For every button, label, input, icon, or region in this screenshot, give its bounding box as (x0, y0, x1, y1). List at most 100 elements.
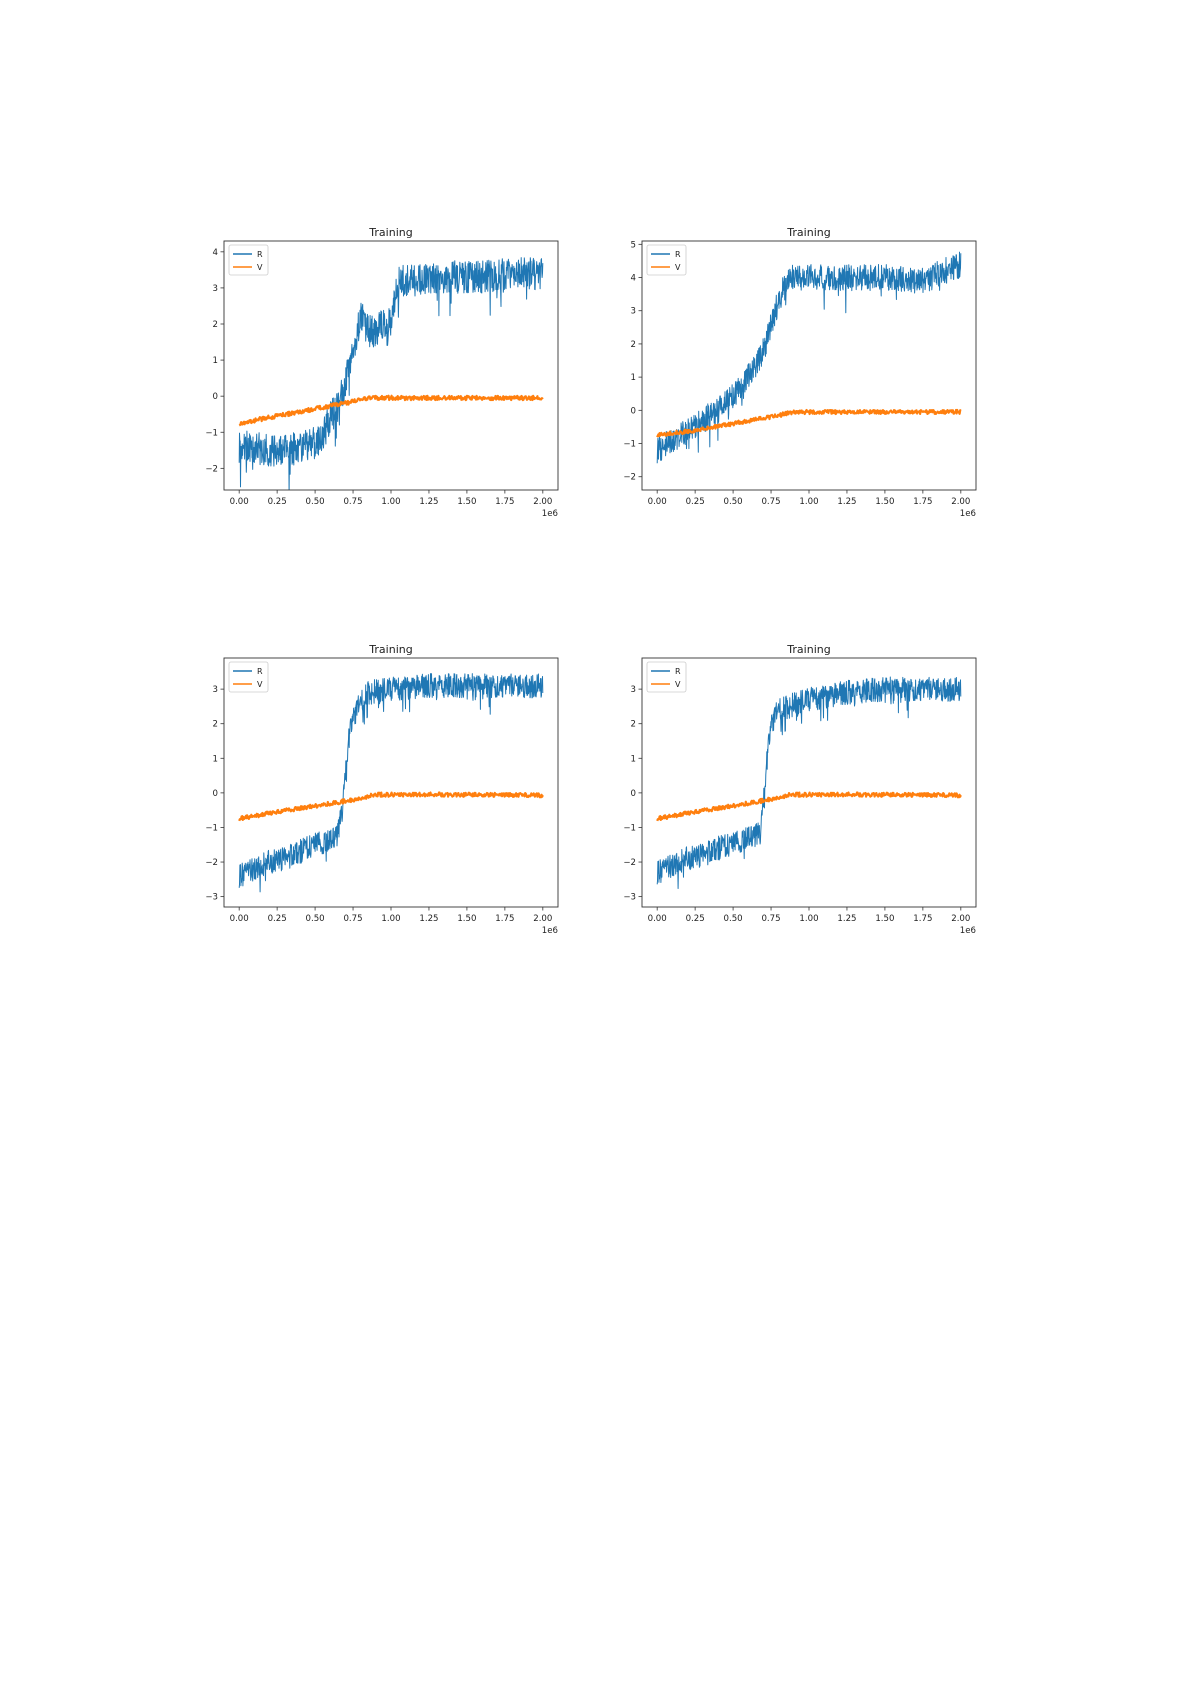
x-tick-label: 0.00 (230, 497, 249, 507)
chart-bottom-right: Training 0.00 0.25 0.50 0.75 1.00 1.25 1.50 1.75… (606, 617, 986, 937)
y-tick-label: 2 (213, 720, 218, 730)
x-offset-label: 1e6 (960, 509, 976, 519)
y-tick-label: 1 (213, 356, 218, 366)
x-tick-label: 0.00 (648, 914, 667, 924)
x-tick-label: 0.75 (761, 914, 780, 924)
chart-top-right: Training 0.00 0.25 0.50 0.75 1.00 1.25 1.50 1.75… (606, 200, 986, 520)
x-tick-label: 1.75 (495, 914, 514, 924)
plot-area (656, 676, 962, 889)
x-tick-label: 1.00 (381, 914, 400, 924)
series-V-line (656, 408, 962, 438)
y-tick-label: −2 (205, 464, 218, 474)
x-tick-label: 0.75 (343, 914, 362, 924)
legend-label: V (675, 263, 681, 272)
chart-svg: Training 0.00 0.25 0.50 0.75 1.00 1.25 1.50 1.75… (205, 643, 559, 936)
y-tick-label: 3 (631, 307, 636, 317)
x-tick-label: 1.25 (837, 497, 856, 507)
y-tick-label: 3 (213, 685, 218, 695)
x-tick-label: 1.75 (495, 497, 514, 507)
x-tick-label: 1.50 (875, 914, 894, 924)
y-tick-label: 0 (631, 789, 636, 799)
x-tick-label: 1.50 (457, 914, 476, 924)
series-V-line (238, 394, 544, 427)
y-tick-label: 0 (631, 406, 636, 416)
y-tick-label: 0 (213, 392, 218, 402)
y-tick-label: 2 (631, 340, 636, 350)
legend-label: V (675, 680, 681, 689)
y-tick-label: −3 (205, 893, 218, 903)
y-tick-label: −1 (205, 823, 218, 833)
chart-bottom-left: Training 0.00 0.25 0.50 0.75 1.00 1.25 1.50 1.75… (188, 617, 568, 937)
x-tick-label: 1.25 (419, 497, 438, 507)
plot-area (238, 257, 544, 490)
x-tick-label: 0.50 (306, 914, 325, 924)
y-tick-label: 1 (631, 373, 636, 383)
x-tick-label: 1.75 (913, 914, 932, 924)
legend-label: V (257, 263, 263, 272)
y-tick-label: 3 (213, 284, 218, 294)
x-tick-label: 0.50 (306, 497, 325, 507)
y-tick-label: −1 (205, 428, 218, 438)
series-R-line (238, 673, 544, 893)
series-R-line (238, 257, 544, 490)
plot-area (238, 673, 544, 893)
x-tick-label: 1.25 (837, 914, 856, 924)
legend-label: R (257, 250, 263, 259)
x-offset-label: 1e6 (542, 926, 558, 936)
x-tick-label: 0.00 (230, 914, 249, 924)
chart-title: Training (368, 226, 412, 239)
x-tick-label: 0.50 (724, 497, 743, 507)
x-tick-label: 0.25 (268, 497, 287, 507)
x-tick-label: 0.75 (761, 497, 780, 507)
legend-label: V (257, 680, 263, 689)
y-tick-label: 0 (213, 789, 218, 799)
x-tick-label: 2.00 (951, 914, 970, 924)
chart-svg: Training 0.00 0.25 0.50 0.75 1.00 1.25 1.50 1.75… (205, 226, 559, 519)
y-tick-label: 3 (631, 685, 636, 695)
x-offset-label: 1e6 (960, 926, 976, 936)
x-tick-label: 0.25 (686, 914, 705, 924)
x-tick-label: 0.00 (648, 497, 667, 507)
x-tick-label: 2.00 (533, 497, 552, 507)
x-tick-label: 1.00 (799, 914, 818, 924)
x-tick-label: 0.25 (268, 914, 287, 924)
x-tick-label: 2.00 (533, 914, 552, 924)
y-tick-label: 4 (213, 248, 218, 258)
x-tick-label: 1.75 (913, 497, 932, 507)
chart-top-left: Training 0.00 0.25 0.50 0.75 1.00 1.25 1.50 1.75… (188, 200, 568, 520)
legend-label: R (675, 250, 681, 259)
y-tick-label: −1 (623, 823, 636, 833)
x-tick-label: 0.50 (724, 914, 743, 924)
x-tick-label: 1.25 (419, 914, 438, 924)
chart-svg: Training 0.00 0.25 0.50 0.75 1.00 1.25 1.50 1.75… (623, 226, 977, 519)
y-tick-label: −2 (623, 473, 636, 483)
legend: RV (228, 661, 269, 693)
chart-title: Training (368, 643, 412, 656)
y-tick-label: −1 (623, 440, 636, 450)
y-tick-label: 1 (213, 754, 218, 764)
series-V-line (238, 791, 544, 822)
x-tick-label: 2.00 (951, 497, 970, 507)
x-tick-label: 1.50 (457, 497, 476, 507)
y-tick-label: −3 (623, 893, 636, 903)
y-tick-label: 2 (213, 320, 218, 330)
x-tick-label: 0.25 (686, 497, 705, 507)
x-offset-label: 1e6 (542, 509, 558, 519)
y-tick-label: −2 (205, 858, 218, 868)
x-tick-label: 0.75 (343, 497, 362, 507)
x-tick-label: 1.00 (799, 497, 818, 507)
plot-area (656, 251, 962, 464)
legend: RV (646, 244, 687, 276)
legend-label: R (257, 667, 263, 676)
series-R-line (656, 251, 962, 464)
legend-label: R (675, 667, 681, 676)
chart-title: Training (786, 226, 830, 239)
y-tick-label: −2 (623, 858, 636, 868)
y-tick-label: 5 (631, 240, 636, 250)
chart-title: Training (786, 643, 830, 656)
x-tick-label: 1.50 (875, 497, 894, 507)
series-V-line (656, 791, 962, 822)
y-tick-label: 2 (631, 720, 636, 730)
y-tick-label: 4 (631, 274, 636, 284)
chart-svg: Training 0.00 0.25 0.50 0.75 1.00 1.25 1.50 1.75… (623, 643, 977, 936)
